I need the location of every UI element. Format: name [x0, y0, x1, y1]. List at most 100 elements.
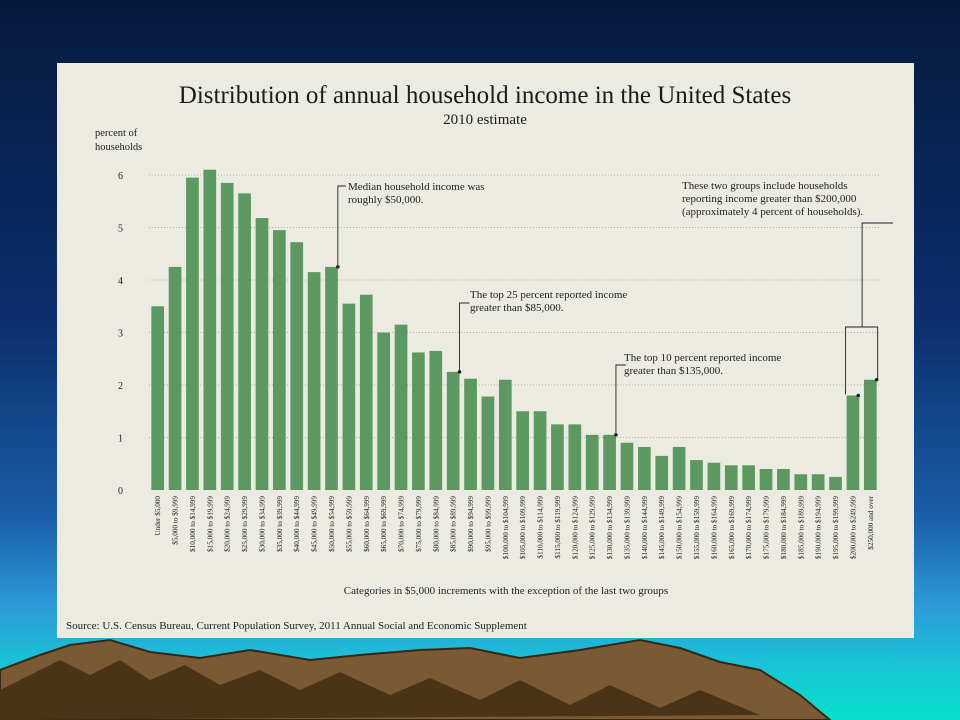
category-label: $20,000 to $24,999: [224, 496, 232, 552]
bar: [777, 469, 790, 490]
bar: [724, 465, 738, 490]
bar: [811, 474, 825, 490]
bar: [794, 474, 808, 490]
category-label: $140,000 to $144,999: [641, 496, 649, 559]
category-label: $100,000 to $104,999: [502, 496, 510, 559]
chart-title: Distribution of annual household income …: [179, 82, 791, 109]
annotation-dot: [856, 393, 861, 398]
bar: [568, 424, 582, 490]
bar: [672, 446, 686, 490]
annotation-text: These two groups include households: [682, 180, 848, 192]
y-axis-label-line1: percent of: [95, 128, 138, 139]
annotation-text: greater than $85,000.: [470, 302, 564, 314]
category-label: $190,000 to $194,999: [815, 496, 823, 559]
bar: [273, 230, 286, 490]
category-label: $185,000 to $189,999: [797, 496, 805, 559]
bar: [759, 469, 773, 490]
bar: [342, 303, 356, 490]
category-label: $180,000 to $184,999: [780, 496, 788, 559]
annotation-bracket: [845, 326, 879, 395]
grid-lines: 0 1 2 3 4 5 6: [118, 171, 879, 497]
category-label: $45,000 to $49,999: [311, 496, 319, 552]
bar: [203, 169, 217, 490]
bar: [168, 266, 182, 490]
x-axis-label: Categories in $5,000 increments with the…: [344, 585, 668, 597]
category-label: $170,000 to $174,999: [745, 496, 753, 559]
category-label: $55,000 to $59,999: [345, 496, 353, 552]
mountain-ridge-shadow: [0, 660, 760, 720]
category-label: $145,000 to $149,999: [658, 496, 666, 559]
annotation-leader: [459, 302, 470, 372]
bar: [220, 182, 234, 490]
y-tick-label: 6: [118, 171, 123, 182]
category-label: $65,000 to $69,999: [380, 496, 388, 552]
annotation-text: roughly $50,000.: [348, 194, 424, 206]
category-label: $90,000 to $94,999: [467, 496, 475, 552]
bar: [638, 446, 651, 490]
category-label: $40,000 to $44,999: [293, 496, 301, 552]
bar: [829, 476, 842, 490]
bar: [377, 332, 390, 490]
annotation-dot: [336, 265, 340, 269]
bar: [585, 434, 599, 490]
annotation-text: reporting income greater than $200,000: [682, 193, 857, 205]
y-tick-label: 3: [118, 329, 123, 340]
annotation-leader: [861, 222, 893, 327]
bar: [846, 395, 860, 490]
category-label: $175,000 to $179,999: [763, 496, 771, 559]
bar: [533, 411, 547, 490]
category-label: $25,000 to $29,999: [241, 496, 249, 552]
annotation-leader: [337, 185, 346, 267]
category-label: $105,000 to $109,999: [519, 496, 527, 559]
bar: [151, 306, 165, 490]
category-label: $165,000 to $169,999: [728, 496, 736, 559]
bar: [551, 424, 564, 490]
bar: [863, 379, 877, 490]
category-label: $50,000 to $54,999: [328, 496, 336, 552]
annotation-leader: [615, 364, 626, 435]
annotation-text: Median household income was: [348, 181, 485, 193]
y-tick-label: 1: [118, 434, 123, 445]
category-label: $95,000 to $99,999: [484, 496, 492, 552]
category-label: $15,000 to $19,999: [206, 496, 214, 552]
category-label: $110,000 to $114,999: [537, 496, 545, 559]
chart-panel: Distribution of annual household income …: [57, 63, 914, 638]
category-label: $5,000 to $9,999: [172, 496, 180, 545]
bar: [238, 193, 251, 490]
category-labels-group: Under $5,000 $5,000 to $9,999 $10,000 to $…: [154, 495, 875, 559]
category-label: $250,000 and over: [867, 495, 875, 549]
category-label: $115,000 to $119,999: [554, 496, 562, 559]
bar: [446, 371, 460, 490]
bar: [394, 324, 408, 490]
source-note: Source: U.S. Census Bureau, Current Popu…: [66, 620, 527, 632]
annotation-text: (approximately 4 percent of households).: [682, 206, 863, 218]
category-label: $155,000 to $159,999: [693, 496, 701, 559]
category-label: $10,000 to $14,999: [189, 496, 197, 552]
bar: [481, 396, 495, 490]
annotation-text: The top 10 percent reported income: [624, 352, 781, 364]
chart-subtitle: 2010 estimate: [443, 112, 527, 128]
bar: [690, 460, 703, 490]
bar: [325, 266, 338, 490]
annotation-text: greater than $135,000.: [624, 365, 723, 377]
category-label: $70,000 to $74,999: [398, 496, 406, 552]
bar: [307, 272, 321, 490]
y-axis-label-line2: households: [95, 142, 142, 153]
bar: [707, 462, 721, 490]
category-label: $85,000 to $89,999: [450, 496, 458, 552]
category-label: $60,000 to $64,999: [363, 496, 371, 552]
bar: [603, 434, 616, 490]
category-label: $200,000 to $249,999: [849, 496, 857, 559]
income-distribution-chart: Distribution of annual household income …: [66, 82, 893, 632]
bars-group: [151, 169, 877, 491]
category-label: Under $5,000: [154, 496, 162, 536]
bar: [186, 177, 199, 490]
y-tick-label: 4: [118, 276, 123, 287]
category-label: $150,000 to $154,999: [676, 496, 684, 559]
mountain-range-decoration: [0, 638, 832, 720]
y-tick-label: 5: [118, 224, 123, 235]
bar: [412, 352, 425, 490]
bar: [620, 442, 634, 490]
bar: [429, 350, 443, 490]
